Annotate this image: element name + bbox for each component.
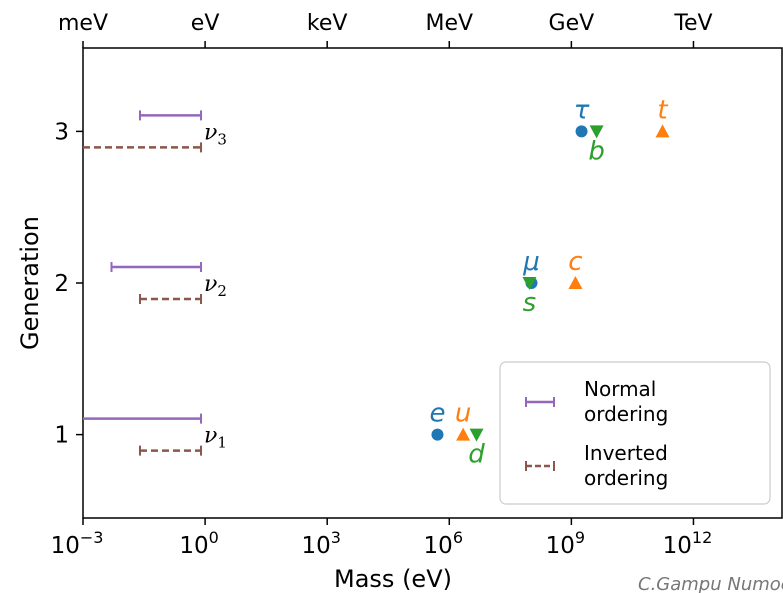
particle-label: d — [468, 440, 485, 470]
legend-label: ordering — [584, 402, 668, 426]
y-axis-label: Generation — [16, 216, 44, 350]
top-axis-label: GeV — [549, 11, 595, 36]
particle-marker-down_quark — [522, 277, 537, 290]
particle-label: e — [429, 399, 445, 429]
x-tick-label: 1012 — [663, 528, 713, 559]
legend-label: Inverted — [584, 441, 668, 465]
top-axis-label: eV — [191, 11, 220, 36]
x-tick-label: 10−3 — [51, 528, 104, 559]
particle-marker-down_quark — [589, 125, 604, 139]
legend-label: ordering — [584, 466, 668, 490]
particle-marker-down_quark — [469, 428, 484, 442]
top-axis-label: meV — [58, 11, 108, 36]
particle-label: b — [588, 136, 605, 166]
top-axis-label: MeV — [425, 11, 473, 36]
legend-label: Normal — [584, 377, 656, 401]
particle-marker-lepton — [575, 125, 588, 138]
particle-label: s — [523, 288, 537, 318]
particle-label: c — [568, 247, 582, 277]
inverted-ordering-bar — [138, 445, 203, 456]
x-tick-label: 109 — [546, 528, 585, 559]
top-axis-label: TeV — [673, 11, 712, 36]
particle-marker-up_quark — [568, 276, 583, 289]
inverted-ordering-bar — [83, 142, 203, 153]
particle-label: μ — [522, 247, 540, 277]
neutrino-label: ν1 — [204, 424, 227, 452]
particle-marker-up_quark — [456, 427, 471, 441]
neutrino-label: ν2 — [204, 272, 227, 300]
normal-ordering-bar — [138, 110, 203, 121]
y-tick-label: 3 — [54, 119, 69, 145]
inverted-ordering-bar — [138, 294, 203, 304]
particle-label: u — [455, 399, 471, 429]
normal-ordering-bar — [83, 413, 203, 424]
legend-box — [499, 361, 771, 505]
normal-ordering-bar — [110, 262, 203, 272]
y-tick-label: 2 — [54, 271, 69, 297]
y-tick-label: 1 — [54, 423, 69, 449]
x-tick-label: 103 — [301, 528, 340, 559]
x-tick-label: 100 — [179, 528, 218, 559]
particle-marker-lepton — [431, 428, 444, 441]
x-axis-label: Mass (eV) — [334, 565, 452, 593]
particle-label: τ — [574, 95, 590, 125]
particle-marker-up_quark — [655, 124, 670, 138]
top-axis-label: keV — [307, 11, 348, 36]
x-tick-label: 106 — [424, 528, 463, 559]
particle-label: t — [657, 95, 668, 125]
watermark: C.Gampu Numoee — [638, 574, 783, 593]
neutrino-label: ν3 — [204, 120, 227, 148]
